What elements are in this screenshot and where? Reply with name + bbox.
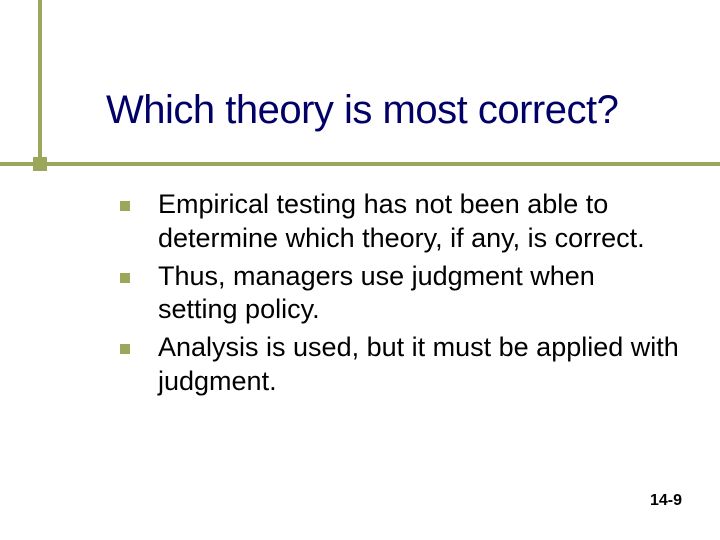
list-item: Thus, managers use judgment when setting… (120, 260, 680, 328)
list-item: Analysis is used, but it must be applied… (120, 331, 680, 399)
accent-vertical-line (38, 0, 42, 166)
bullet-icon (120, 201, 130, 211)
bullet-icon (120, 344, 130, 354)
slide-number: 14-9 (650, 492, 682, 510)
bullet-text: Thus, managers use judgment when setting… (158, 260, 680, 328)
accent-horizontal-line (0, 162, 720, 166)
slide: Which theory is most correct? Empirical … (0, 0, 720, 540)
list-item: Empirical testing has not been able to d… (120, 188, 680, 256)
accent-square-icon (33, 157, 47, 171)
slide-title: Which theory is most correct? (106, 88, 706, 132)
bullet-text: Empirical testing has not been able to d… (158, 188, 680, 256)
bullet-icon (120, 273, 130, 283)
bullet-text: Analysis is used, but it must be applied… (158, 331, 680, 399)
slide-body: Empirical testing has not been able to d… (120, 188, 680, 403)
